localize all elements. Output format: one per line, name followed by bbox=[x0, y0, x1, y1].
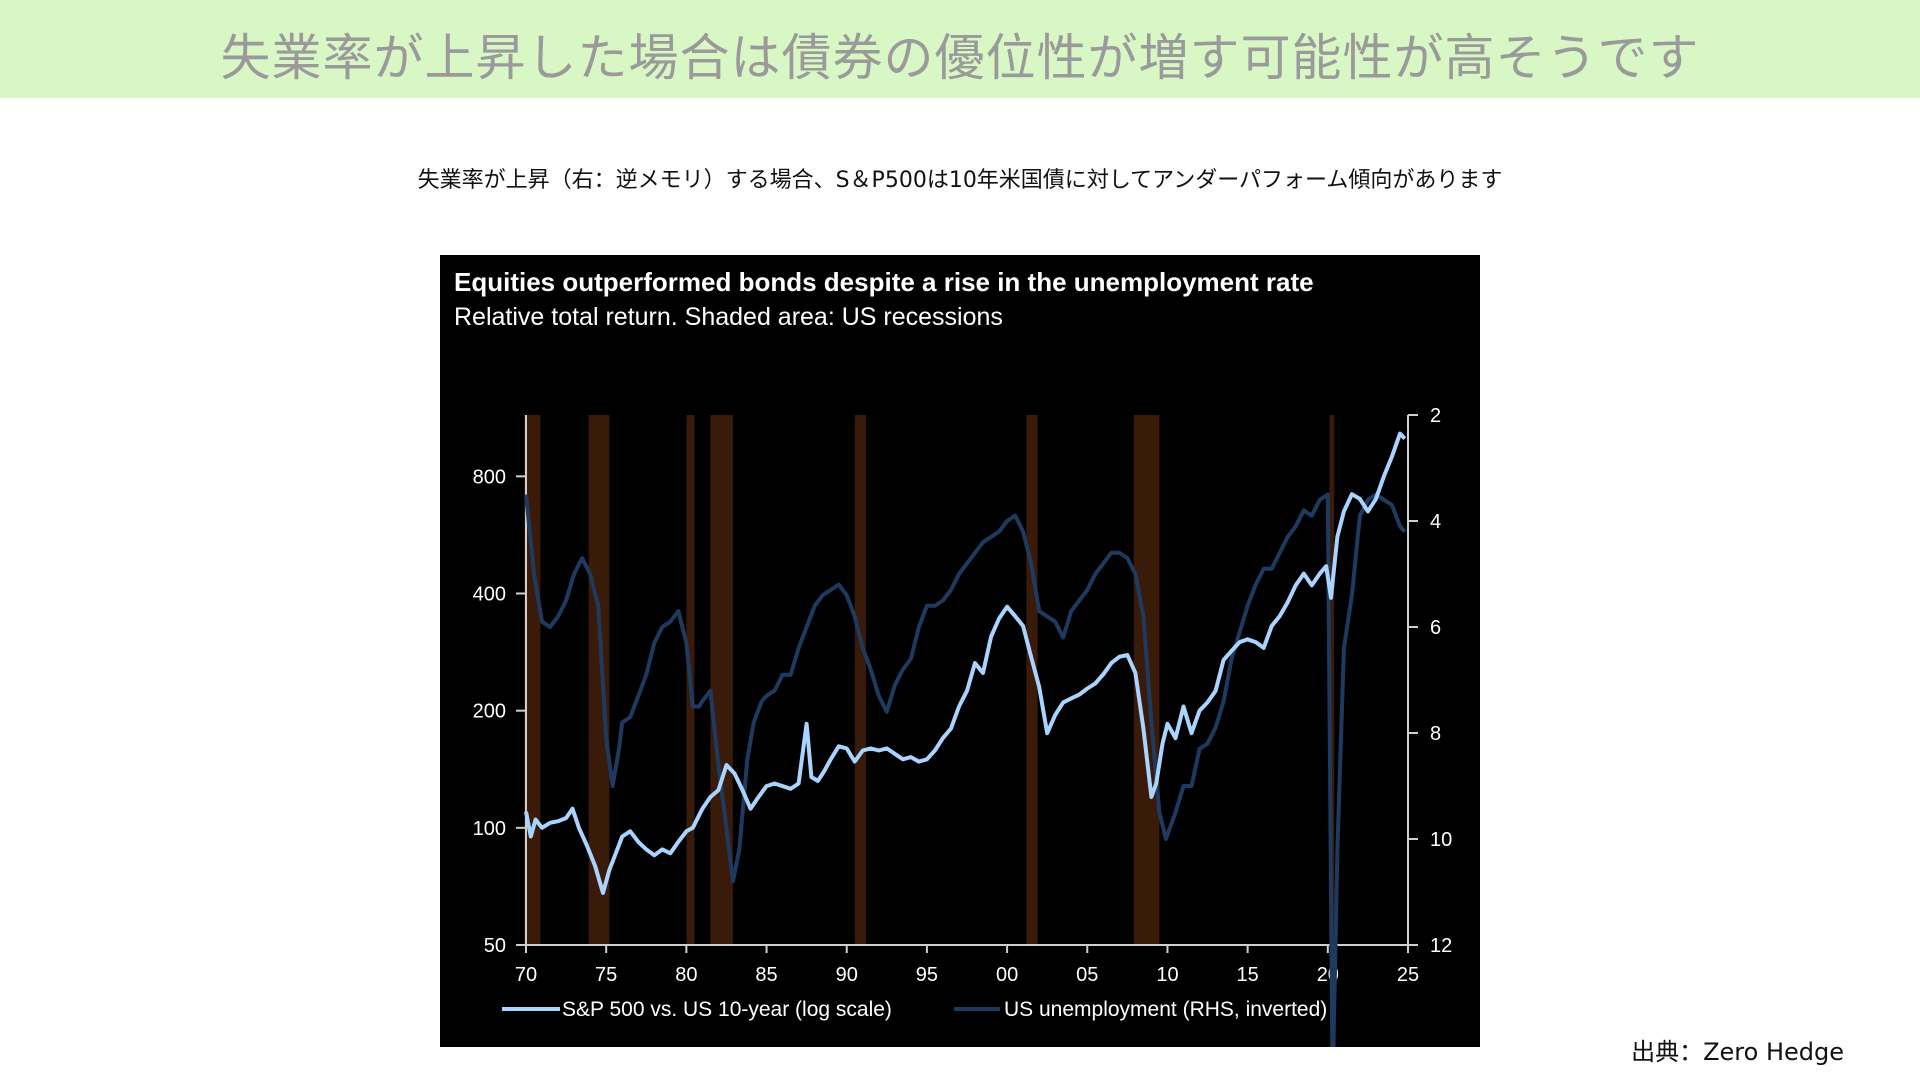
slide-subtitle: 失業率が上昇（右：逆メモリ）する場合、S＆P500は10年米国債に対してアンダー… bbox=[417, 168, 1503, 193]
x-tick-label: 25 bbox=[1397, 964, 1419, 986]
y-left-tick-label: 800 bbox=[473, 466, 506, 488]
legend-label-unemployment: US unemployment (RHS, inverted) bbox=[1004, 998, 1327, 1021]
y-right-tick-label: 4 bbox=[1430, 511, 1441, 533]
series-line-sp500-vs-10y bbox=[524, 431, 1407, 895]
recession-band bbox=[854, 415, 866, 945]
x-tick-label: 85 bbox=[755, 964, 777, 986]
recession-band bbox=[588, 415, 610, 945]
x-tick-label: 00 bbox=[996, 964, 1018, 986]
chart-title: Equities outperformed bonds despite a ri… bbox=[454, 267, 1314, 297]
legend-label-sp500: S&P 500 vs. US 10-year (log scale) bbox=[562, 998, 892, 1021]
y-left-tick-label: 100 bbox=[473, 818, 506, 840]
recession-band bbox=[710, 415, 733, 945]
y-right-tick-label: 12 bbox=[1430, 935, 1452, 957]
y-right-tick-label: 8 bbox=[1430, 723, 1441, 745]
header-banner: 失業率が上昇した場合は債券の優位性が増す可能性が高そうです bbox=[0, 0, 1920, 98]
x-tick-label: 05 bbox=[1076, 964, 1098, 986]
x-tick-label: 10 bbox=[1156, 964, 1178, 986]
chart-panel: Equities outperformed bonds despite a ri… bbox=[440, 255, 1480, 1047]
x-tick-label: 80 bbox=[675, 964, 697, 986]
recession-band bbox=[1026, 415, 1038, 945]
x-tick-label: 75 bbox=[595, 964, 617, 986]
y-right-tick-label: 6 bbox=[1430, 617, 1441, 639]
x-tick-label: 70 bbox=[515, 964, 537, 986]
x-tick-label: 15 bbox=[1237, 964, 1259, 986]
y-left-tick-label: 200 bbox=[473, 701, 506, 723]
y-right-tick-label: 10 bbox=[1430, 829, 1452, 851]
recession-band bbox=[1329, 415, 1335, 945]
chart-svg: Equities outperformed bonds despite a ri… bbox=[454, 267, 1452, 1047]
y-left-tick-label: 400 bbox=[473, 584, 506, 606]
y-right-tick-label: 2 bbox=[1430, 405, 1441, 427]
y-left-tick-label: 50 bbox=[484, 935, 506, 957]
x-tick-label: 90 bbox=[836, 964, 858, 986]
series-line-unemployment bbox=[524, 492, 1407, 1047]
recession-band bbox=[524, 415, 541, 945]
chart-subtitle: Relative total return. Shaded area: US r… bbox=[454, 303, 1003, 331]
page-title: 失業率が上昇した場合は債券の優位性が増す可能性が高そうです bbox=[220, 29, 1700, 87]
x-tick-label: 95 bbox=[916, 964, 938, 986]
source-credit: 出典：Zero Hedge bbox=[1631, 1038, 1844, 1066]
